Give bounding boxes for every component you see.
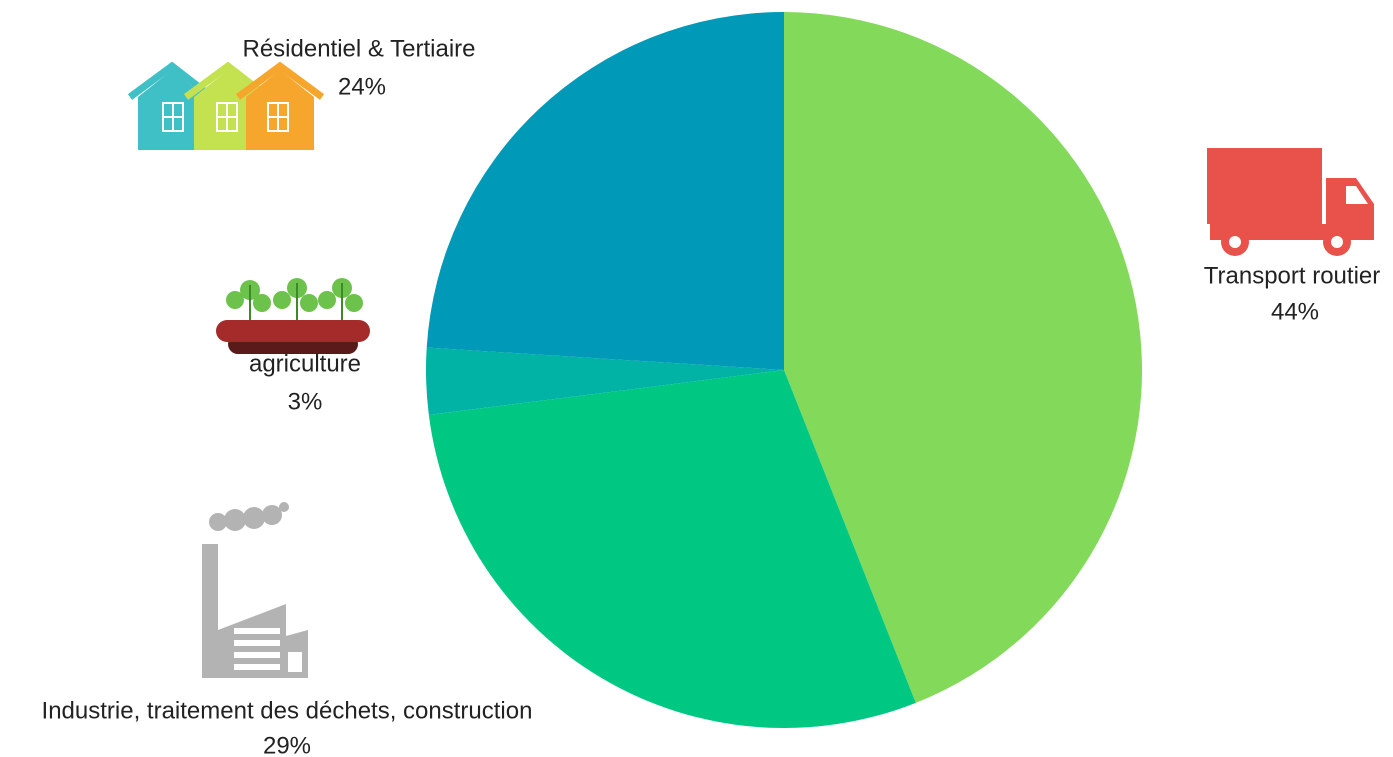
truck-icon	[1207, 148, 1374, 256]
slice-label: Résidentiel & Tertiaire	[242, 35, 475, 62]
slice-label: Industrie, traitement des déchets, const…	[42, 697, 533, 724]
pie-slice	[784, 12, 1142, 703]
slice-value: 24%	[338, 73, 386, 100]
slice-value: 44%	[1271, 298, 1319, 325]
pie-slice	[428, 370, 916, 728]
slice-label: agriculture	[249, 350, 361, 377]
houses-icon	[127, 61, 325, 150]
slice-label: Transport routier	[1204, 262, 1381, 289]
pie	[426, 12, 1142, 728]
factory-icon	[202, 502, 308, 678]
labels: Transport routier 44% Industrie, traitemen…	[42, 35, 1381, 757]
pie-slice	[426, 12, 784, 370]
slice-value: 3%	[288, 388, 323, 415]
pie-slice	[426, 347, 784, 415]
plants-icon	[216, 278, 370, 354]
slice-value: 29%	[263, 732, 311, 757]
